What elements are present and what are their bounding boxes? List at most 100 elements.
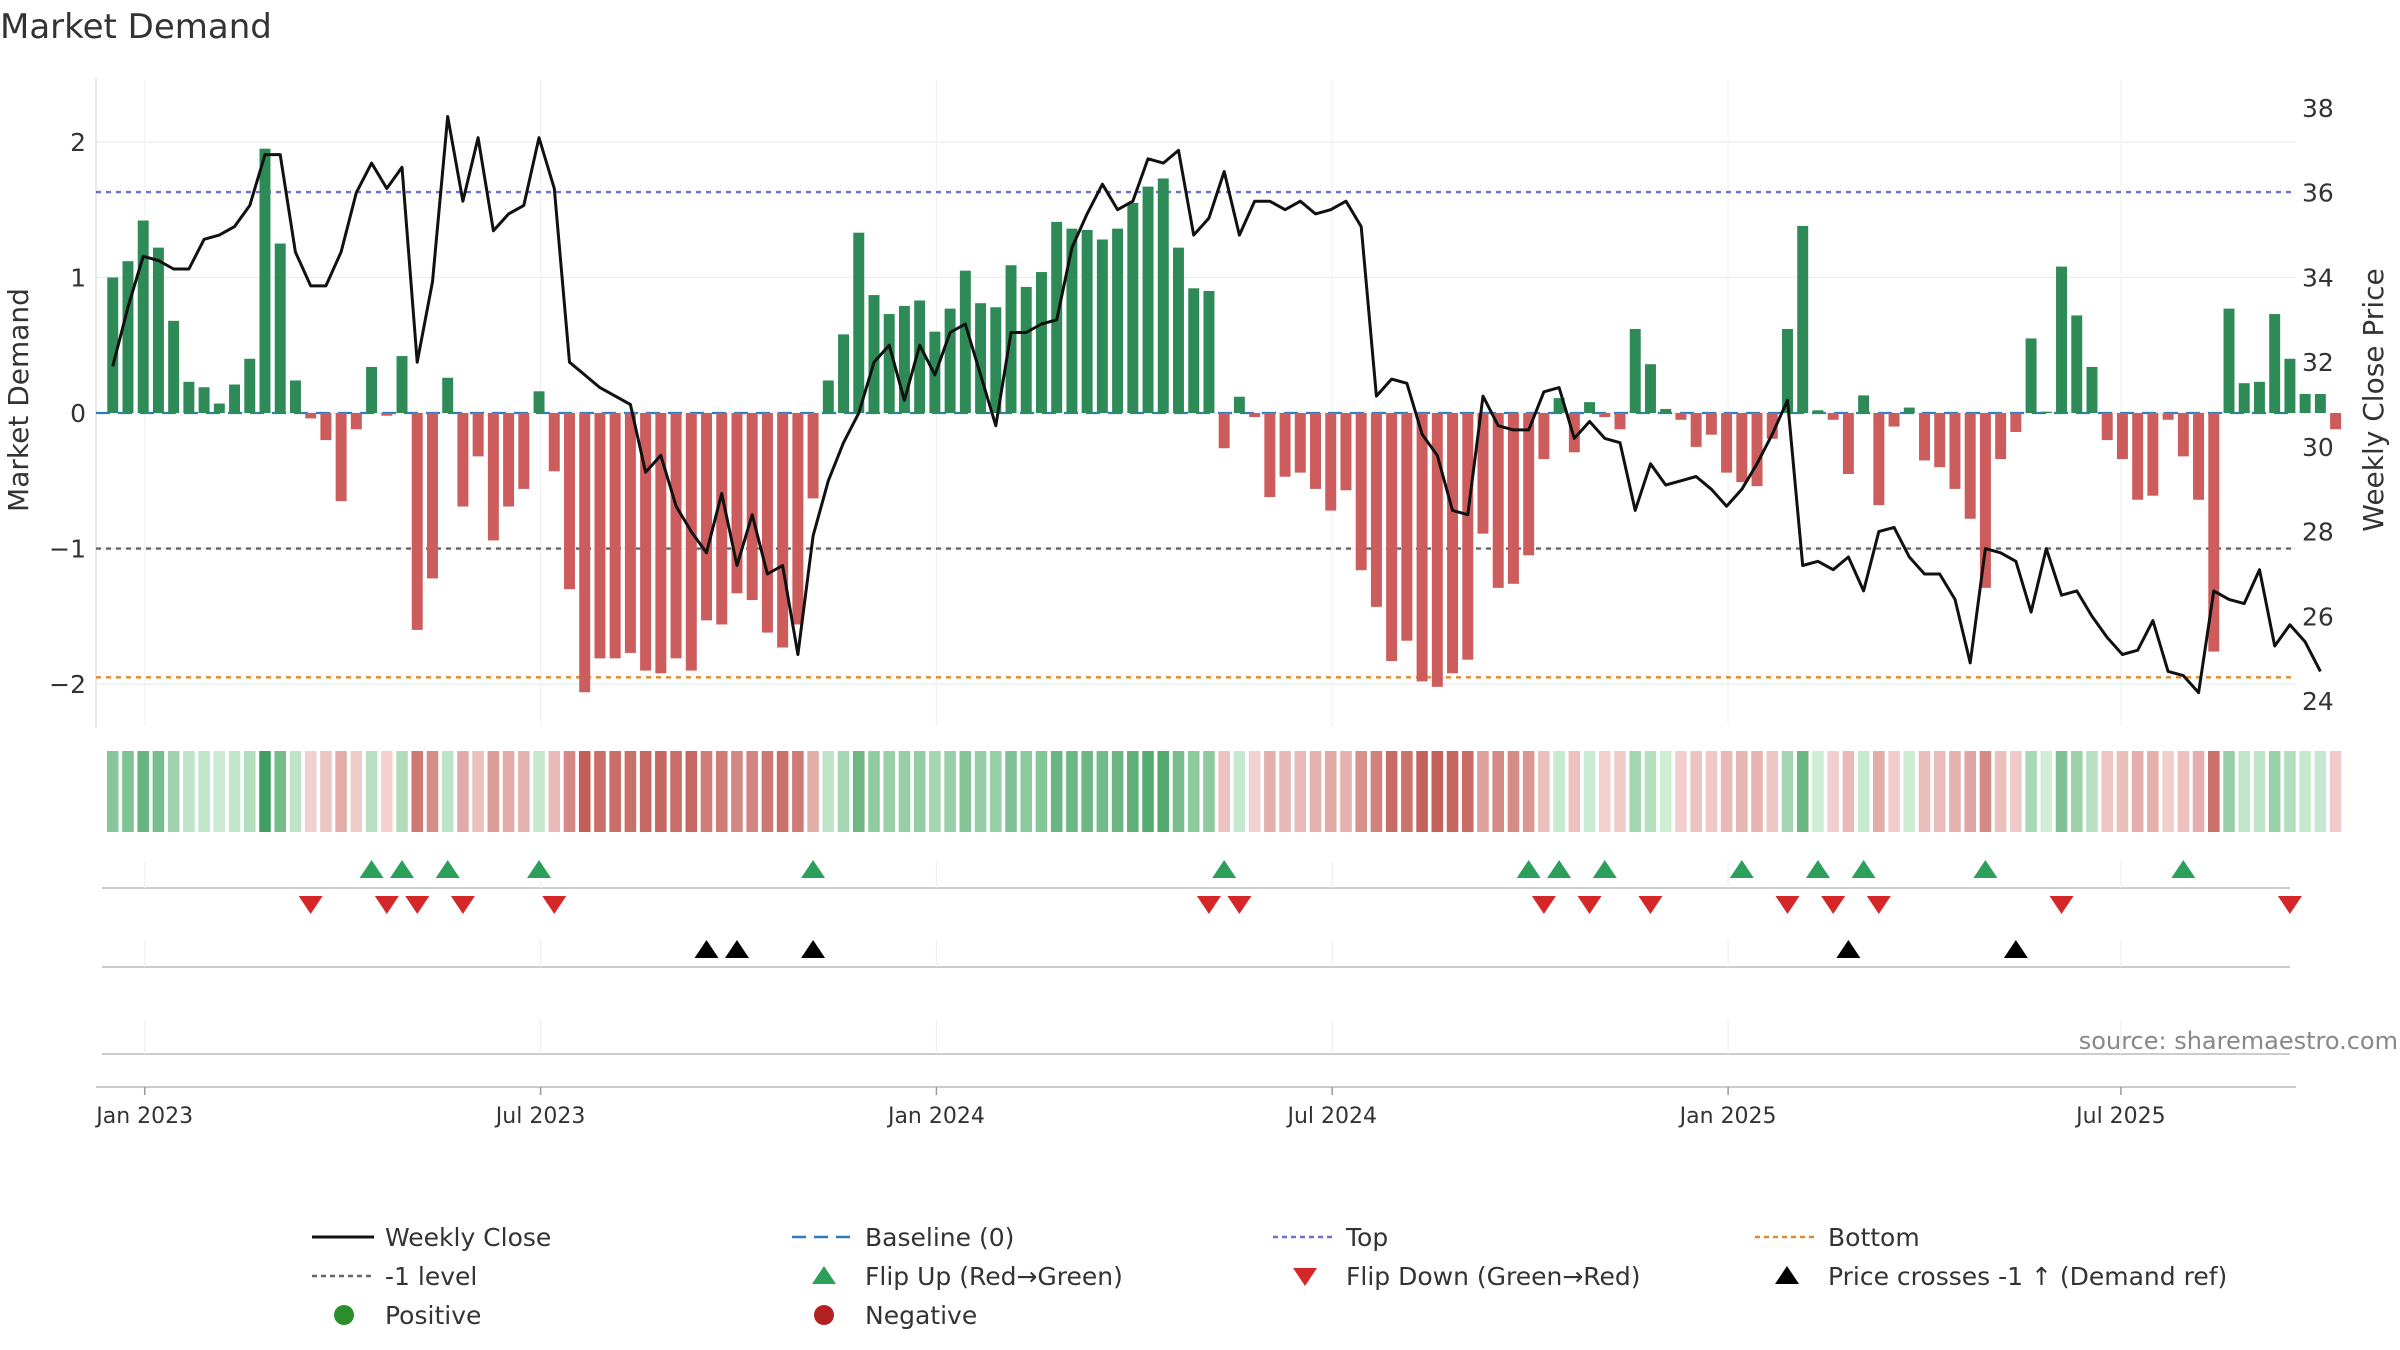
flip-up-marker (1592, 860, 1617, 878)
demand-bar (229, 384, 241, 413)
demand-bar (1355, 413, 1367, 571)
heat-strip-cell (1629, 751, 1642, 832)
demand-bar (655, 413, 667, 674)
demand-bar (1340, 413, 1352, 491)
heat-strip-cell (1994, 751, 2007, 832)
flip-up-marker (1729, 860, 1754, 878)
demand-bar (107, 277, 119, 413)
demand-bar (1249, 413, 1261, 418)
demand-heat-strip (106, 751, 2342, 832)
demand-bar (259, 148, 271, 413)
heat-strip-cell (609, 751, 621, 832)
demand-bar (1507, 413, 1519, 584)
demand-bar (1812, 410, 1824, 413)
flip-up-marker (1212, 860, 1237, 878)
demand-bar (457, 413, 469, 507)
legend-label: -1 level (385, 1262, 477, 1291)
demand-bar (2040, 411, 2052, 413)
demand-bar (1873, 413, 1885, 506)
heat-strip-cell (852, 751, 865, 832)
demand-bar (1096, 239, 1108, 413)
heat-strip-cell (1888, 751, 1900, 832)
heat-strip-cell (1172, 751, 1185, 832)
flip-down-marker (2049, 896, 2074, 914)
flip-up-marker (359, 860, 384, 878)
demand-bar (274, 243, 286, 413)
demand-bar (1279, 413, 1291, 477)
demand-bar (2299, 394, 2311, 413)
flip-down-marker (1775, 896, 1800, 914)
demand-bar (1447, 413, 1459, 674)
signal-panels (102, 860, 2302, 1055)
heat-strip-cell (487, 751, 500, 832)
heat-strip-cell (1005, 751, 1017, 832)
y-tick-label: −1 (49, 535, 86, 564)
flip-up-marker (1851, 860, 1876, 878)
demand-bar (1477, 413, 1489, 534)
heat-strip-cell (1568, 751, 1581, 832)
heat-strip-cell (243, 751, 256, 832)
demand-bar (2071, 315, 2083, 413)
heat-strip-cell (1751, 751, 1763, 832)
heat-strip-cell (685, 751, 698, 832)
x-tick-label: Jan 2023 (94, 1104, 193, 1129)
heat-strip-cell (731, 751, 743, 832)
demand-bar (1858, 395, 1870, 413)
heat-strip-cell (670, 751, 682, 832)
heat-strip-cell (990, 751, 1002, 832)
heat-strip-cell (2238, 751, 2251, 832)
heat-strip-cell (1796, 751, 1809, 832)
heat-strip-cell (594, 751, 606, 832)
flip-up-marker (1547, 860, 1572, 878)
heat-strip-cell (807, 751, 819, 832)
legend-label: Price crosses -1 ↑ (Demand ref) (1828, 1262, 2227, 1291)
heat-strip-cell (2010, 751, 2022, 832)
demand-bar (1127, 202, 1139, 413)
demand-bar (168, 320, 180, 413)
heat-strip-cell (365, 751, 378, 832)
demand-bar (2010, 413, 2022, 432)
y2-tick-label: 32 (2302, 348, 2334, 377)
demand-bar (1705, 413, 1717, 435)
demand-bar (1568, 413, 1580, 453)
flip-up-marker (390, 860, 415, 878)
demand-bar (183, 381, 195, 413)
heat-strip-cell (1659, 751, 1672, 832)
demand-bar (2238, 383, 2250, 413)
heat-strip-cell (1370, 751, 1383, 832)
heat-strip-cell (1675, 751, 1687, 832)
heat-strip-cell (2329, 751, 2342, 832)
price-cross-marker (724, 940, 749, 958)
heat-strip-cell (1081, 751, 1093, 832)
heat-strip-cell (304, 751, 317, 832)
demand-bar (2193, 413, 2205, 500)
demand-bar (1081, 230, 1093, 413)
demand-bar (442, 377, 454, 413)
heat-strip-cell (1401, 751, 1413, 832)
heat-strip-cell (548, 751, 561, 832)
heat-strip-cell (426, 751, 439, 832)
demand-bar (1751, 413, 1763, 487)
flip-down-marker (1638, 896, 1663, 914)
heat-strip-cell (167, 751, 180, 832)
heat-strip-cell (1690, 751, 1702, 832)
price-cross-marker (694, 940, 719, 958)
demand-bar (716, 413, 728, 625)
heat-strip-cell (502, 751, 515, 832)
demand-bar (1523, 413, 1535, 556)
demand-bar (792, 413, 804, 625)
demand-bar (1370, 413, 1382, 607)
heat-strip-cell (837, 751, 850, 832)
demand-bar (564, 413, 575, 590)
demand-bar (350, 413, 362, 430)
flip-down-marker (1577, 896, 1602, 914)
demand-bar (1614, 413, 1626, 430)
demand-bar (1310, 413, 1321, 489)
heat-strip-cell (1903, 751, 1916, 832)
heat-strip-cell (913, 751, 926, 832)
demand-bar (1675, 413, 1687, 420)
heat-strip-cell (320, 751, 332, 832)
heat-strip-cell (152, 751, 165, 832)
heat-strip-cell (1553, 751, 1565, 832)
